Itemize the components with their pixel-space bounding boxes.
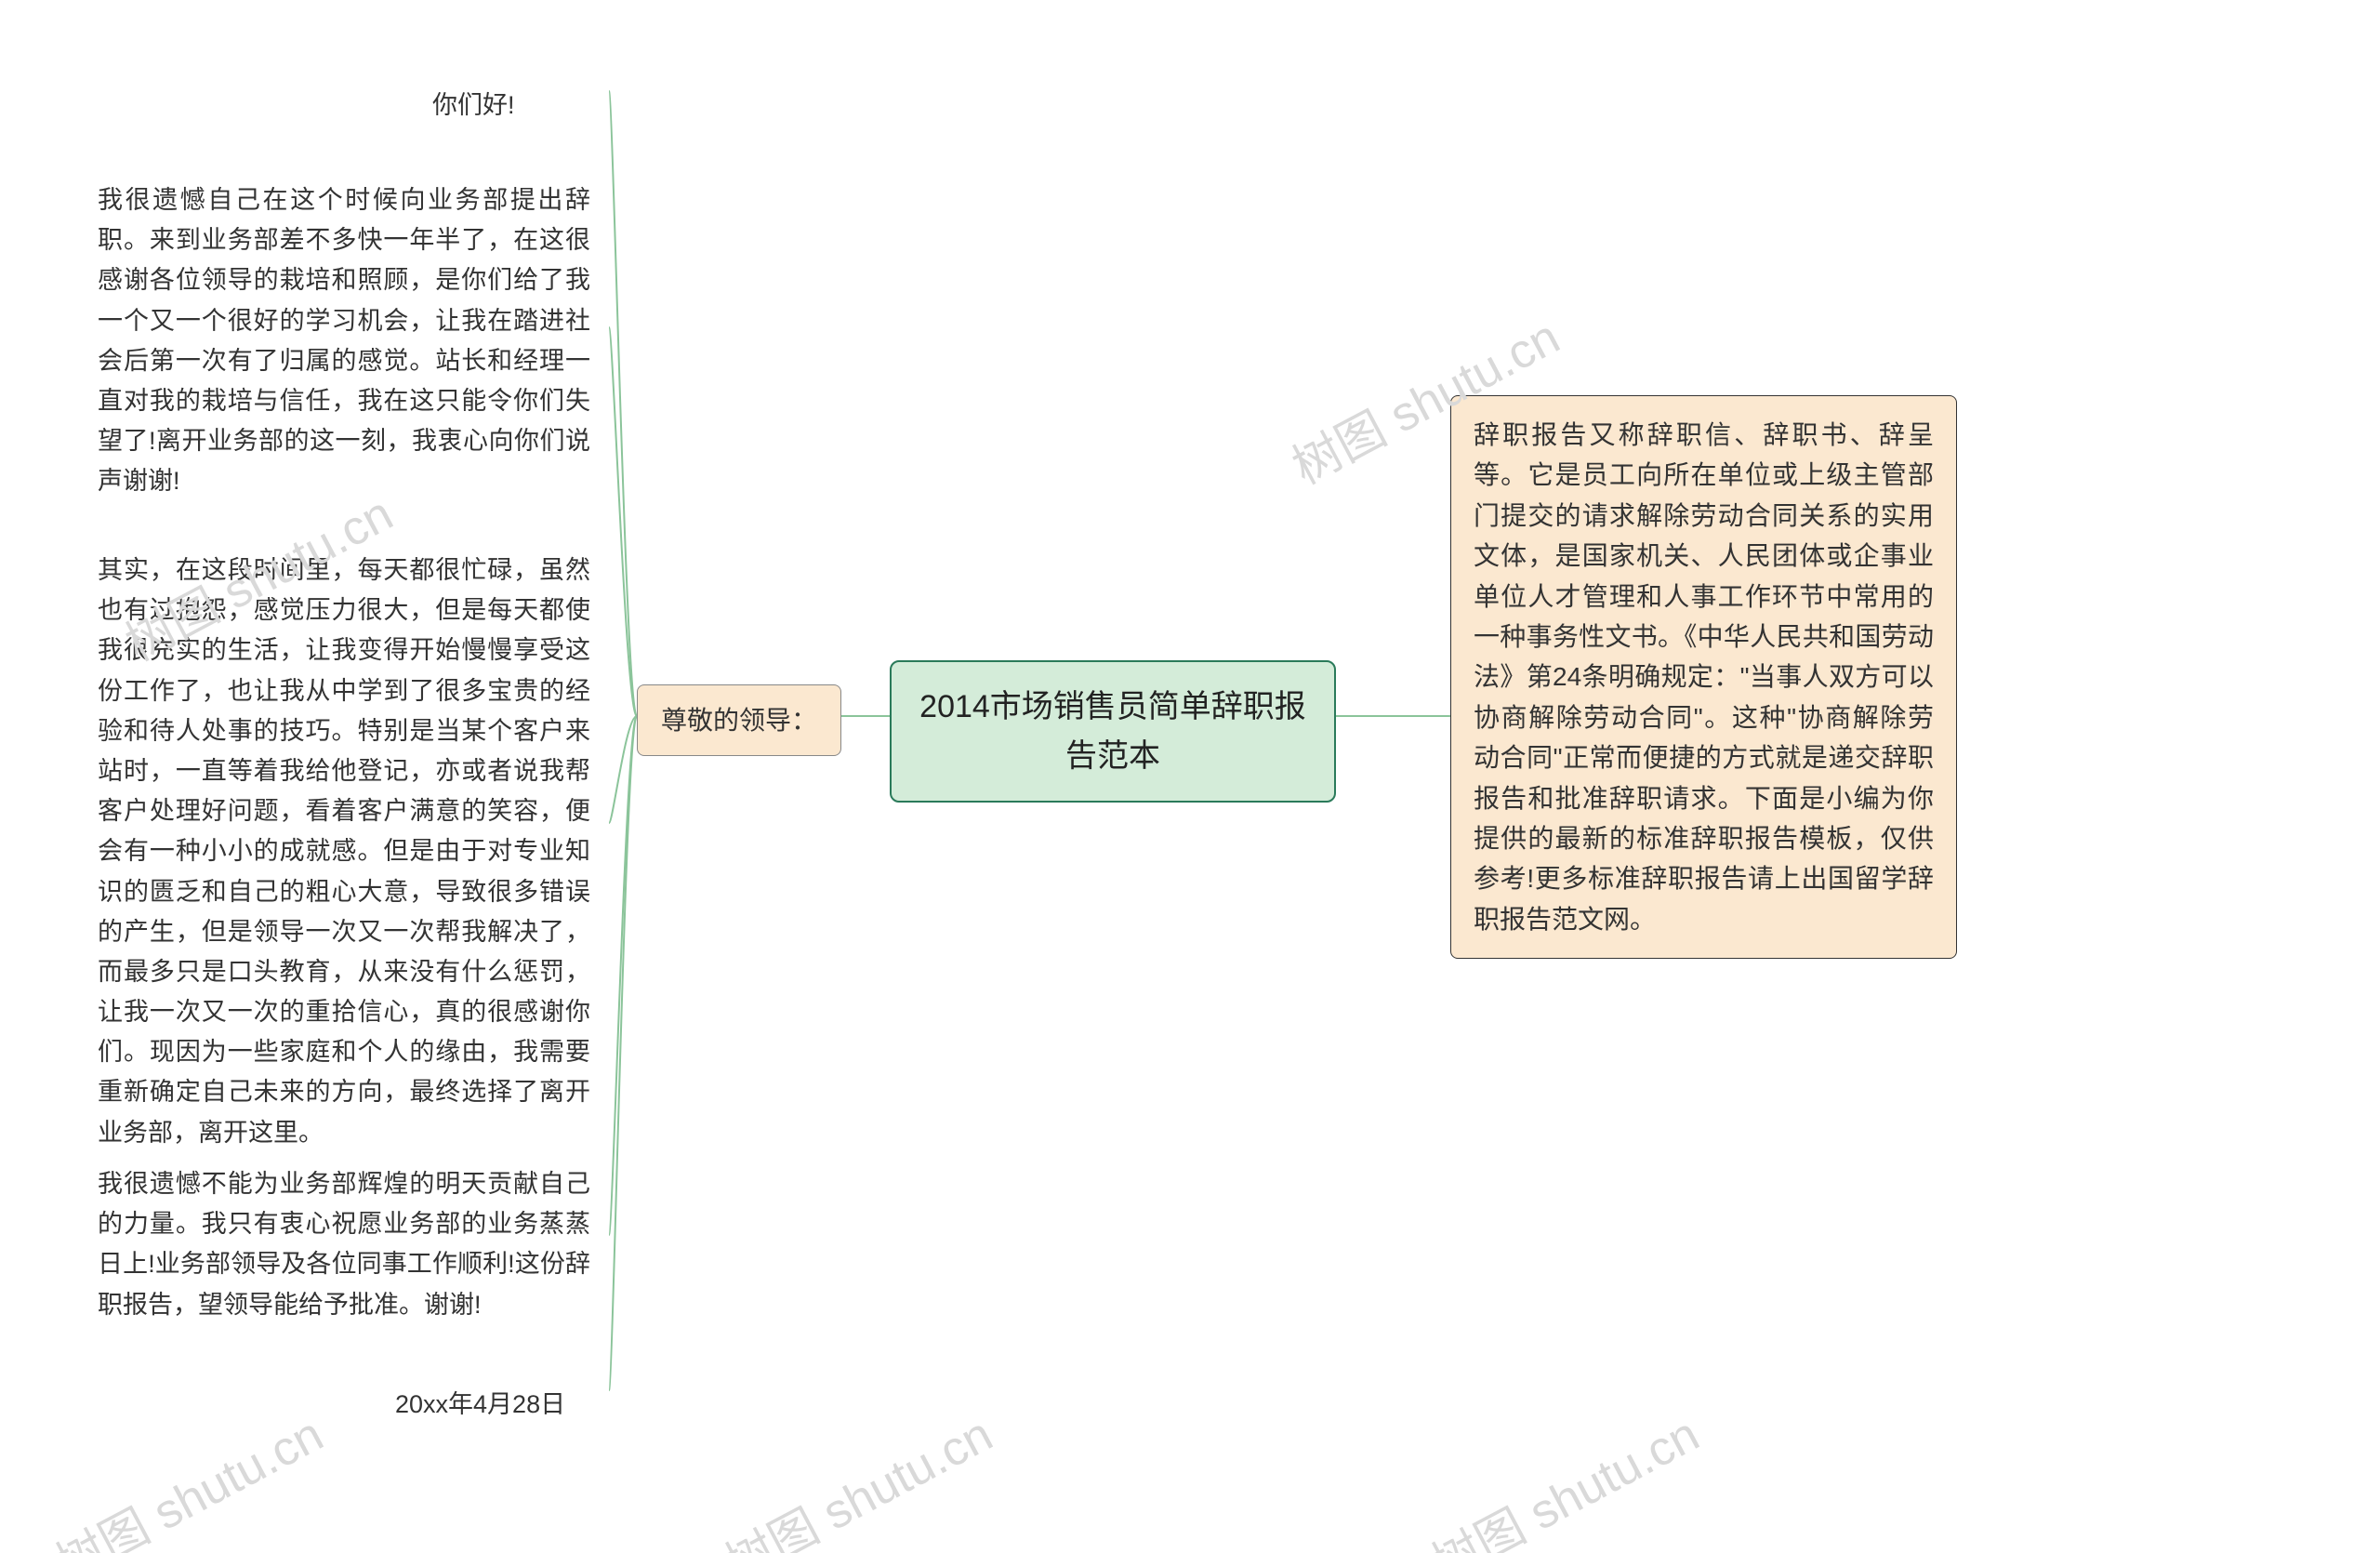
leaf-date: 20xx年4月28日 <box>377 1372 609 1438</box>
watermark: 树图 shutu.cn <box>711 1396 1002 1553</box>
leaf-paragraph-1: 我很遗憾自己在这个时候向业务部提出辞职。来到业务部差不多快一年半了，在这很感谢各… <box>79 167 609 515</box>
watermark: 树图 shutu.cn <box>42 1396 333 1553</box>
leaf-paragraph-3: 我很遗憾不能为业务部辉煌的明天贡献自己的力量。我只有衷心祝愿业务部的业务蒸蒸日上… <box>79 1151 609 1338</box>
description-node: 辞职报告又称辞职信、辞职书、辞呈等。它是员工向所在单位或上级主管部门提交的请求解… <box>1450 395 1957 959</box>
leaf-greeting: 你们好! <box>414 73 600 139</box>
salutation-node: 尊敬的领导： <box>637 684 841 756</box>
leaf-paragraph-2: 其实，在这段时间里，每天都很忙碌，虽然也有过抱怨，感觉压力很大，但是每天都使我很… <box>79 538 609 1166</box>
mindmap-canvas: 2014市场销售员简单辞职报告范本 尊敬的领导： 辞职报告又称辞职信、辞职书、辞… <box>0 0 2380 1553</box>
watermark: 树图 shutu.cn <box>1418 1396 1709 1553</box>
center-title-node: 2014市场销售员简单辞职报告范本 <box>890 660 1336 803</box>
